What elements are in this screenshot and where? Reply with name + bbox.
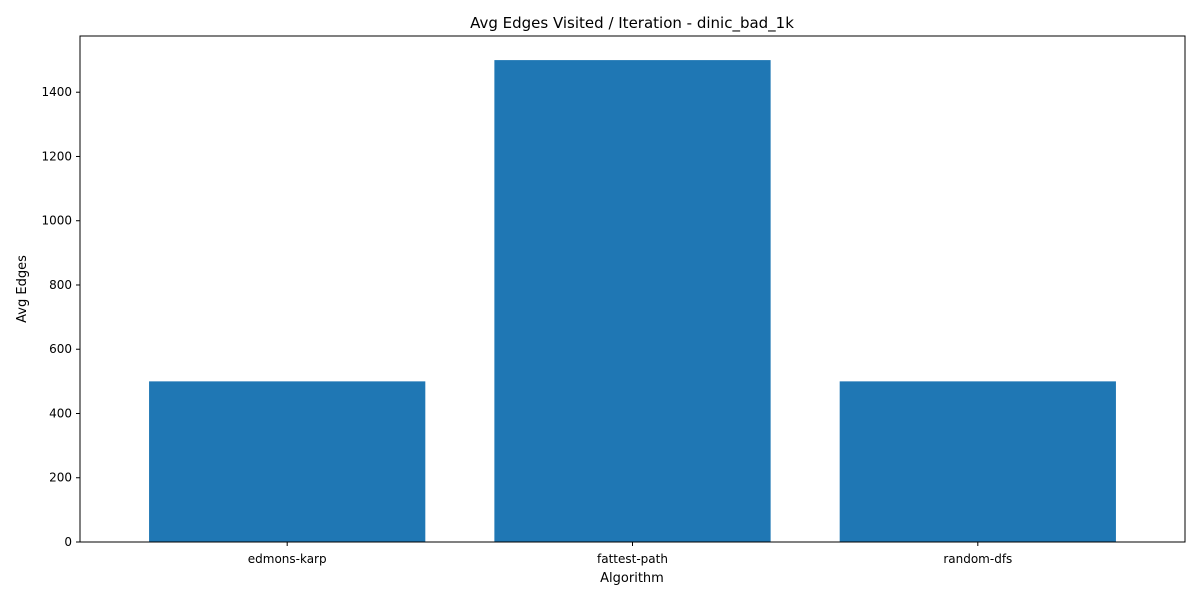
y-tick-label: 1200: [41, 149, 72, 163]
y-tick-label: 800: [49, 278, 72, 292]
y-tick-label: 1000: [41, 214, 72, 228]
y-tick-label: 1400: [41, 85, 72, 99]
y-tick-label: 0: [64, 535, 72, 549]
x-tick-label: edmons-karp: [248, 552, 327, 566]
bars-group: [149, 60, 1116, 542]
y-tick-label: 600: [49, 342, 72, 356]
x-tick-label: fattest-path: [597, 552, 668, 566]
y-axis: 0 200 400 600 800 1000 1200 1400: [41, 85, 80, 549]
bar-edmons-karp: [149, 381, 426, 542]
x-axis-label: Algorithm: [600, 571, 664, 586]
x-axis: edmons-karp fattest-path random-dfs: [248, 542, 1012, 566]
bar-random-dfs: [839, 381, 1116, 542]
chart-title: Avg Edges Visited / Iteration - dinic_ba…: [470, 14, 794, 33]
y-axis-label: Avg Edges: [15, 255, 30, 323]
x-tick-label: random-dfs: [943, 552, 1012, 566]
y-tick-label: 200: [49, 471, 72, 485]
plot-frame: [79, 35, 1186, 543]
bar-fattest-path: [494, 60, 771, 542]
y-tick-label: 400: [49, 406, 72, 420]
